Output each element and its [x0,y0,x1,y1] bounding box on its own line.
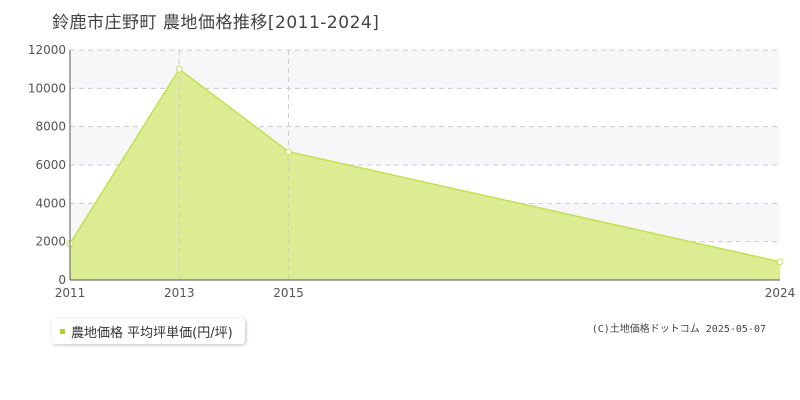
series-area [70,69,780,281]
x-tick-label: 2013 [164,286,195,300]
y-tick-label: 8000 [35,120,66,134]
copyright-text: (C)土地価格ドットコム 2025-05-07 [591,324,766,335]
y-tick-label: 2000 [35,235,66,249]
x-tick-label: 2024 [765,286,796,300]
y-tick-label: 4000 [35,196,66,210]
y-tick-label: 10000 [28,81,66,95]
data-point [776,258,784,266]
chart-title: 鈴鹿市庄野町 農地価格推移[2011-2024] [52,13,380,33]
x-tick-label: 2015 [273,286,304,300]
x-tick-label: 2011 [55,286,86,300]
y-tick-label: 0 [58,273,66,287]
data-point [284,148,292,156]
data-point [175,65,183,73]
legend-label: 農地価格 平均坪単価(円/坪) [71,325,233,341]
legend: 農地価格 平均坪単価(円/坪) [52,318,245,344]
legend-swatch [60,328,65,334]
y-tick-label: 6000 [35,158,66,172]
y-tick-label: 12000 [28,43,66,57]
series-line [69,68,781,263]
